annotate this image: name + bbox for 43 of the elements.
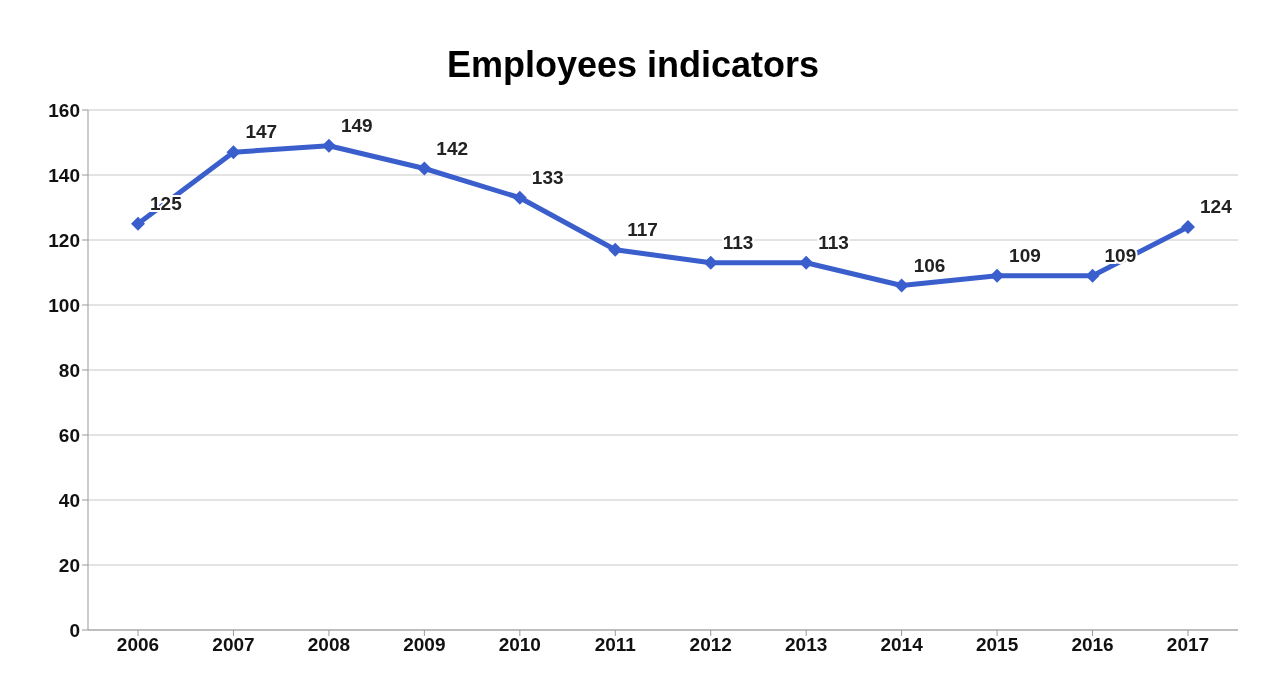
data-label: 147 — [245, 121, 278, 143]
y-tick-label: 20 — [58, 554, 80, 576]
data-label: 117 — [627, 218, 658, 240]
x-tick-label: 2013 — [785, 634, 828, 656]
data-label: 133 — [531, 166, 564, 188]
y-tick-label: 60 — [58, 424, 80, 446]
point — [894, 278, 909, 293]
point — [512, 190, 527, 205]
point — [417, 161, 432, 176]
data-label: 149 — [340, 114, 373, 136]
x-tick-label: 2017 — [1166, 634, 1210, 656]
data-label: 124 — [1200, 196, 1233, 217]
x-tick-label: 2008 — [307, 634, 351, 656]
point — [703, 255, 718, 270]
y-tick-label: 120 — [48, 229, 80, 251]
x-tick-label: 2010 — [498, 634, 541, 656]
y-tick-label: 0 — [69, 619, 80, 641]
x-tick-label: 2016 — [1071, 634, 1114, 656]
data-label: 109 — [1009, 244, 1041, 266]
point — [1181, 220, 1195, 234]
y-tick-label: 160 — [48, 99, 80, 121]
x-tick-label: 2014 — [880, 634, 924, 656]
x-tick-label: 2006 — [116, 634, 160, 656]
x-tick-label: 2011 — [594, 634, 637, 656]
x-tick-label: 2012 — [689, 634, 732, 656]
y-tick-label: 100 — [48, 294, 80, 316]
y-tick-label: 40 — [58, 489, 80, 511]
point — [799, 255, 814, 270]
y-tick-label: 140 — [48, 164, 80, 186]
data-label: 106 — [913, 254, 946, 276]
x-tick-label: 2015 — [975, 634, 1019, 656]
point — [226, 145, 241, 160]
x-tick-label: 2009 — [403, 634, 446, 656]
data-label: 113 — [818, 231, 849, 253]
point — [1085, 268, 1100, 283]
x-tick-label: 2007 — [212, 634, 255, 656]
y-tick-label: 80 — [58, 359, 80, 381]
point — [321, 138, 336, 153]
point — [131, 216, 145, 231]
data-label: 113 — [722, 231, 754, 253]
chart-title: Employees indicators — [445, 43, 821, 87]
point — [608, 242, 623, 257]
data-label: 142 — [436, 137, 469, 159]
